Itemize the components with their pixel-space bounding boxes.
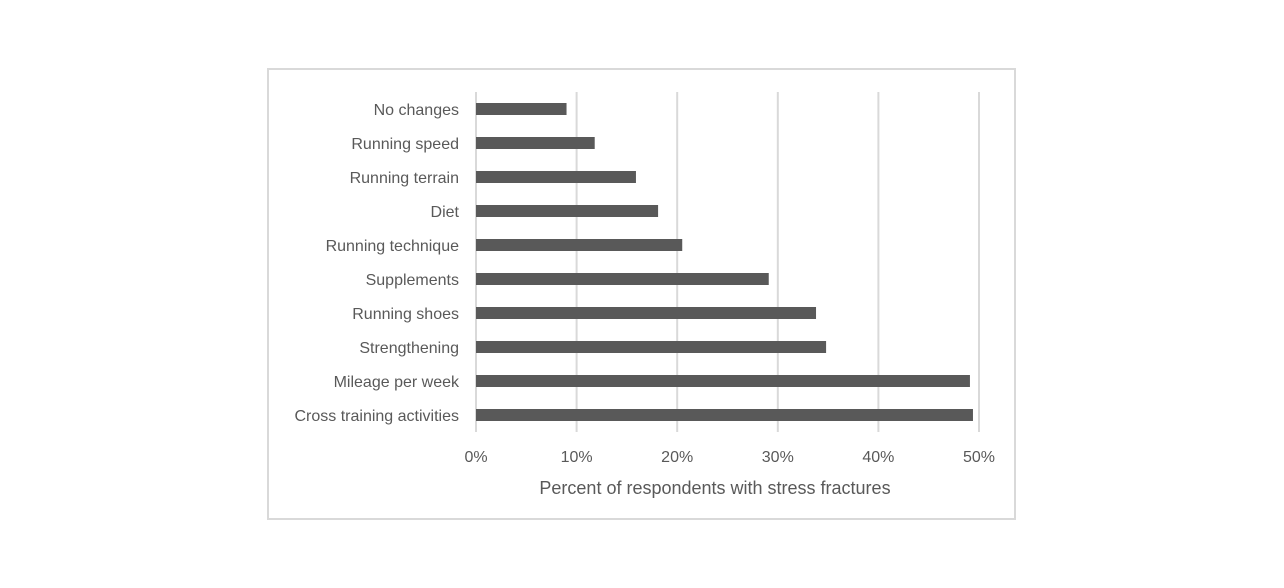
x-tick-label: 20% [661,449,693,466]
category-label: Mileage per week [334,374,460,391]
x-tick-labels: 0% 10% 20% 30% 40% 50% [464,449,995,466]
x-tick-label: 30% [762,449,794,466]
bar [476,205,659,217]
category-label: Running technique [326,238,460,255]
bar [476,307,817,319]
category-labels: No changes Running speed Running terrain Di… [295,102,460,425]
chart-frame: No changes Running speed Running terrain Di… [267,68,1016,520]
x-tick-label: 0% [464,449,487,466]
bar [476,239,683,251]
category-label: Running speed [351,136,459,153]
x-axis-title: Percent of respondents with stress fract… [539,478,890,498]
bars [476,103,973,421]
x-tick-label: 10% [561,449,593,466]
bar [476,375,970,387]
x-tick-label: 40% [862,449,894,466]
category-label: Running terrain [350,170,459,187]
category-label: No changes [374,102,459,119]
bar [476,273,769,285]
category-label: Supplements [366,272,459,289]
category-label: Diet [431,204,460,221]
bar [476,103,567,115]
x-tick-label: 50% [963,449,995,466]
bar [476,341,827,353]
bar-chart: No changes Running speed Running terrain Di… [295,92,995,498]
category-label: Running shoes [352,306,459,323]
bar [476,137,595,149]
category-label: Strengthening [359,340,459,357]
bar [476,171,636,183]
bar [476,409,973,421]
category-label: Cross training activities [295,408,460,425]
